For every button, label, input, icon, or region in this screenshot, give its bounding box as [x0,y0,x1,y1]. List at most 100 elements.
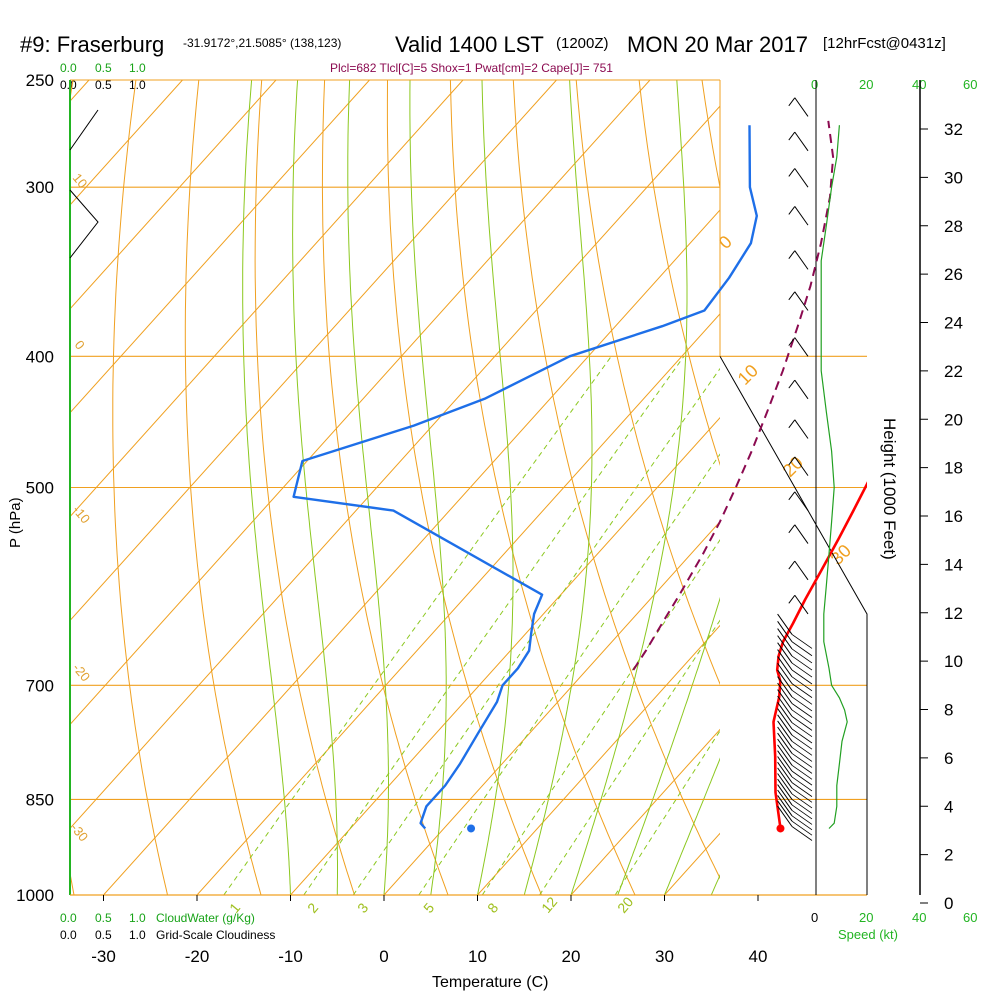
isotherm-line [477,624,720,895]
cloudwater-label: CloudWater (g/Kg) [156,911,255,925]
height-tick-label: 18 [944,459,963,478]
wind-barb [794,594,809,615]
height-tick-label: 8 [944,701,953,720]
wind-barb [777,789,793,811]
cloudiness-tick-bottom-0: 0.0 [60,928,77,942]
wind-barb [777,767,793,789]
wind-barb-flag [791,683,813,698]
plot-frame [69,80,921,896]
wind-barb-flag [791,782,813,797]
isotherm-label: 0 [715,232,736,253]
moist-adiabat-line [242,80,291,895]
cloud-scale-bottom: 0.0 0.5 1.0 CloudWater (g/Kg) 0.0 0.5 1.… [60,911,275,942]
pressure-tick-label: 850 [26,790,54,809]
moist-adiabat-line [617,596,720,895]
speed-tick-top-2: 40 [912,77,926,92]
speed-tick-top-1: 20 [859,77,873,92]
wind-panel [69,97,848,841]
mixing-ratio-line [539,619,720,895]
isotherm-line [70,80,277,310]
speed-tick-top-3: 60 [963,77,977,92]
dry-adiabat-line [575,80,720,686]
wind-barb [777,744,793,766]
grid-lines [70,80,1000,895]
wind-barb [794,456,809,476]
pressure-tick-label: 500 [26,479,54,498]
temp-tick-label: -30 [91,947,116,966]
wind-barb-flag [791,770,813,786]
wind-speed-line [820,125,848,829]
wind-barb [777,708,793,730]
height-tick-label: 0 [944,894,953,913]
forecast-date: MON 20 Mar 2017 [627,32,808,57]
height-tick-label: 6 [944,749,953,768]
pressure-tick-label: 400 [26,347,54,366]
isobars [70,79,867,896]
wind-barb [794,206,809,226]
isotherm-line [70,80,370,414]
cloudiness-tick-top-1: 0.5 [95,78,112,92]
wind-barb-flag [788,291,796,301]
wind-barb [777,642,793,664]
wind-barb-flag [791,799,813,814]
x-axis-label: Temperature (C) [432,974,548,991]
pressure-tick-label: 300 [26,178,54,197]
wind-barb-flag [791,759,813,774]
edge-barb [69,109,99,151]
wind-barb-flag [791,690,813,705]
speed-scale: 0 20 40 60 0 20 40 60 Speed (kt) [811,77,977,942]
cloudiness-tick-bottom-2: 1.0 [129,928,146,942]
wind-barb-flag [791,709,813,725]
wind-barb [794,560,809,581]
height-tick-label: 16 [944,507,963,526]
wind-barb [777,649,793,671]
isotherm-line [945,80,1000,895]
wind-barb-flag [788,97,796,107]
wind-barb-flag [788,250,796,259]
dry-adiabat-label: -10 [70,502,94,526]
dry-adiabat-line [112,80,169,895]
wind-barb-flag [791,764,813,780]
wind-barb-flag [791,815,813,831]
wind-barb [777,635,793,657]
wind-barb [777,695,793,717]
parcel-line [632,120,835,671]
pressure-tick-label: 700 [26,676,54,695]
wind-barb [777,800,793,822]
speed-tick-bottom-3: 60 [963,910,977,925]
wind-barb [777,778,793,800]
temp-tick-label: 30 [655,947,674,966]
wind-barb-flag [791,826,813,841]
dry-adiabat-label: 10 [70,170,91,191]
mixing-ratio-label: 5 [420,900,437,916]
cloudwater-tick-bottom-0: 0.0 [60,911,77,925]
mixing-ratio-label: 20 [614,894,636,916]
surface-dewpoint-marker [467,824,476,833]
station-title: #9: Fraserburg [20,32,164,57]
wind-barb-flag [791,753,813,768]
isotherm-line [383,520,720,895]
height-tick-label: 4 [944,797,953,816]
wind-barb-flag [791,776,813,792]
moist-adiabat-line [292,80,338,895]
height-tick-label: 14 [944,555,963,574]
height-tick-label: 26 [944,265,963,284]
wind-barb-flag [788,524,796,534]
wind-barb [794,337,809,357]
wind-barb-flag [791,696,813,712]
moist-adiabat-line [347,80,389,895]
wind-barb [794,131,809,152]
wind-barb-flag [791,648,813,664]
mixing-ratio-label: 8 [484,900,501,916]
wind-barb [777,613,793,635]
mixing-ratio-label: 2 [304,900,321,916]
ground-envelope [719,356,868,895]
wind-barb [777,628,793,650]
dry-adiabat-line [386,80,543,895]
height-tick-label: 12 [944,604,963,623]
wind-barb-flag [791,662,813,678]
wind-barb [794,491,809,511]
cloudiness-tick-top-2: 1.0 [129,78,146,92]
wind-barb-flag [791,787,813,803]
forecast-run: [12hrFcst@0431z] [823,35,946,52]
